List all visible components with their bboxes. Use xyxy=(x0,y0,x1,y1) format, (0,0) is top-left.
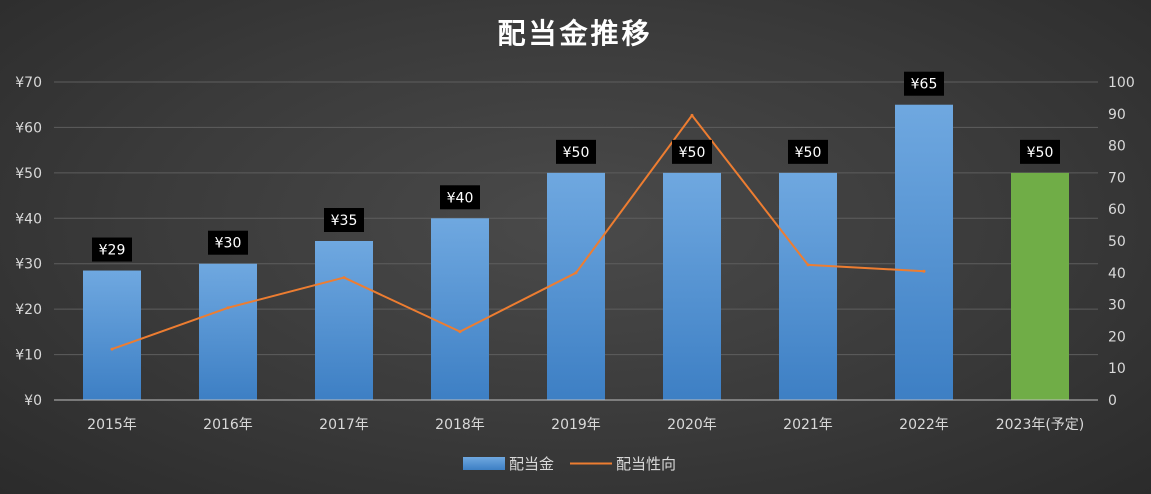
bar-forecast xyxy=(1011,172,1069,400)
payout-ratio-point xyxy=(342,276,346,280)
right-tick-label: 30 xyxy=(1108,298,1126,314)
left-axis: ¥0 ¥10 ¥20 ¥30 ¥40 ¥50 ¥60 ¥70 xyxy=(15,75,42,409)
data-label-box xyxy=(92,237,132,262)
left-tick-label: ¥60 xyxy=(15,120,42,136)
data-label: ¥50 xyxy=(1027,145,1054,161)
legend: 配当金 配当性向 xyxy=(463,455,676,473)
data-label-box xyxy=(672,139,712,164)
x-axis: 2015年 2016年 2017年 2018年 2019年 2020年 2021年 2022年… xyxy=(54,399,1098,433)
right-tick-label: 40 xyxy=(1108,266,1126,282)
data-label: ¥40 xyxy=(447,190,474,206)
data-label-box xyxy=(324,208,364,232)
payout-ratio-point xyxy=(458,330,462,334)
right-tick-label: 50 xyxy=(1108,234,1126,250)
data-label-box xyxy=(208,230,248,255)
left-tick-label: ¥0 xyxy=(24,393,42,409)
data-label: ¥50 xyxy=(563,145,590,161)
left-tick-label: ¥50 xyxy=(15,166,42,182)
bar xyxy=(663,172,721,400)
bar xyxy=(895,104,953,400)
right-tick-label: 20 xyxy=(1108,329,1126,345)
right-tick-label: 70 xyxy=(1108,170,1126,186)
data-label: ¥50 xyxy=(679,145,706,161)
bar xyxy=(315,241,373,400)
data-label: ¥65 xyxy=(911,77,938,93)
data-label: ¥30 xyxy=(215,236,242,252)
data-label-box xyxy=(440,185,480,210)
right-tick-label: 80 xyxy=(1108,139,1126,155)
x-tick-label: 2017年 xyxy=(319,417,369,433)
bars xyxy=(83,104,1069,400)
legend-label-payout: 配当性向 xyxy=(616,455,676,473)
payout-ratio-point xyxy=(574,271,578,275)
x-tick-label: 2018年 xyxy=(435,417,485,433)
data-label-box xyxy=(904,71,944,96)
right-tick-label: 100 xyxy=(1108,75,1135,91)
x-tick-label: 2020年 xyxy=(667,417,717,433)
right-axis: 0 10 20 30 40 50 60 70 80 90 100 xyxy=(1108,75,1135,409)
data-label: ¥35 xyxy=(331,213,358,229)
bar xyxy=(431,218,489,400)
data-label-box xyxy=(1020,139,1060,164)
right-tick-label: 0 xyxy=(1108,393,1117,409)
bar xyxy=(547,172,605,400)
data-labels: ¥29 ¥30 ¥35 ¥40 ¥50 ¥50 ¥50 ¥65 ¥50 xyxy=(92,71,1060,262)
right-tick-label: 60 xyxy=(1108,202,1126,218)
bar xyxy=(779,172,837,400)
x-tick-label: 2023年(予定) xyxy=(996,417,1085,433)
right-tick-label: 90 xyxy=(1108,107,1126,123)
data-label-box xyxy=(788,139,828,164)
payout-ratio-point xyxy=(226,306,230,310)
payout-ratio-point xyxy=(922,269,926,273)
data-label: ¥29 xyxy=(99,243,126,259)
left-tick-label: ¥30 xyxy=(15,257,42,273)
bar xyxy=(199,263,257,400)
left-tick-label: ¥70 xyxy=(15,75,42,91)
chart-title: 配当金推移 xyxy=(497,17,652,50)
payout-ratio-point xyxy=(806,263,810,267)
left-tick-label: ¥10 xyxy=(15,348,42,364)
x-tick-label: 2021年 xyxy=(783,417,833,433)
legend-swatch-dividend xyxy=(463,457,505,470)
legend-label-dividend: 配当金 xyxy=(509,455,554,473)
x-tick-label: 2022年 xyxy=(899,417,949,433)
right-tick-label: 10 xyxy=(1108,361,1126,377)
bar xyxy=(83,270,141,400)
payout-ratio-point xyxy=(690,113,694,117)
payout-ratio-line xyxy=(111,114,925,351)
x-tick-label: 2016年 xyxy=(203,417,253,433)
data-label: ¥50 xyxy=(795,145,822,161)
payout-ratio-point xyxy=(110,347,114,351)
left-tick-label: ¥20 xyxy=(15,302,42,318)
x-tick-label: 2015年 xyxy=(87,417,137,433)
payout-ratio-line-group xyxy=(110,113,926,351)
data-label-box xyxy=(556,139,596,164)
x-tick-label: 2019年 xyxy=(551,417,601,433)
left-tick-label: ¥40 xyxy=(15,211,42,227)
